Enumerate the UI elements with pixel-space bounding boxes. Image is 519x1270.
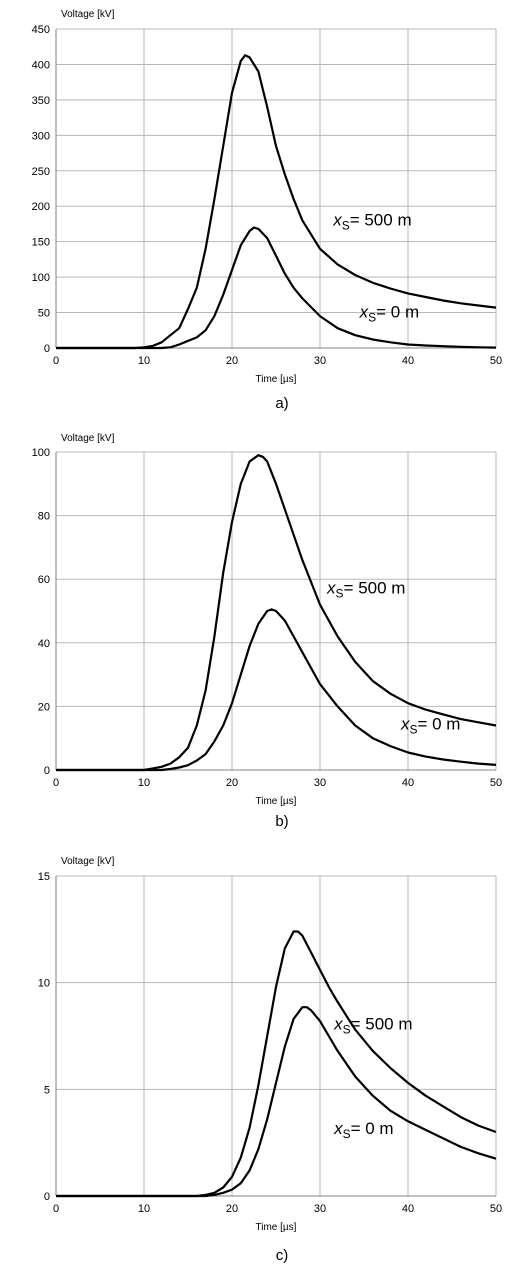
series-label-xs-0m: xS= 0 m — [333, 1119, 394, 1141]
series-label-xs-0m: xS= 0 m — [359, 303, 420, 325]
y-tick-label: 100 — [32, 272, 50, 284]
x-tick-label: 20 — [226, 355, 238, 367]
chart-panel-a: 0 50 100 150 200 250 300 350 400 450 0 10 20 30 40 50 Vo… — [0, 0, 519, 420]
y-tick-label: 20 — [38, 701, 50, 713]
y-tick-label: 350 — [32, 95, 50, 107]
chart-panel-b: 0 20 40 60 80 100 0 10 20 30 40 50 Voltage [kV] Time … — [0, 428, 519, 836]
series-line-xs-0m — [56, 608, 497, 772]
chart-caption: c) — [276, 1247, 289, 1264]
x-tick-label: 30 — [314, 1203, 326, 1215]
x-axis-label: Time [µs] — [256, 796, 297, 807]
chart-caption: a) — [275, 395, 288, 412]
x-tick-label: 10 — [138, 777, 150, 789]
chart-panel-c: 0 5 10 15 0 10 20 30 40 50 Voltage [kV] Time [µs] c)… — [0, 844, 519, 1270]
x-tick-label: 0 — [53, 1203, 59, 1215]
y-tick-label: 5 — [44, 1084, 50, 1096]
y-tick-label: 50 — [38, 308, 50, 320]
y-tick-label: 40 — [38, 638, 50, 650]
y-tick-label: 0 — [44, 1191, 50, 1203]
chart-a-svg: 0 50 100 150 200 250 300 350 400 450 0 10 20 30 40 50 Vo… — [32, 9, 502, 412]
series-label-xs-500m: xS= 500 m — [326, 579, 405, 601]
x-tick-label: 50 — [490, 355, 502, 367]
chart-caption: b) — [275, 813, 288, 830]
x-tick-label: 40 — [402, 355, 414, 367]
x-tick-label: 50 — [490, 1203, 502, 1215]
y-axis-label: Voltage [kV] — [61, 856, 115, 867]
x-tick-label: 10 — [138, 355, 150, 367]
x-tick-label: 40 — [402, 777, 414, 789]
y-tick-label: 10 — [38, 978, 50, 990]
series-line-xs-0m — [56, 1006, 497, 1198]
series-line-xs-0m — [56, 226, 497, 350]
y-tick-label: 150 — [32, 237, 50, 249]
x-tick-label: 20 — [226, 1203, 238, 1215]
y-tick-label: 200 — [32, 201, 50, 213]
x-tick-label: 10 — [138, 1203, 150, 1215]
y-tick-label: 80 — [38, 511, 50, 523]
y-axis-label: Voltage [kV] — [61, 9, 115, 20]
x-tick-label: 0 — [53, 355, 59, 367]
y-tick-label: 250 — [32, 166, 50, 178]
x-tick-label: 40 — [402, 1203, 414, 1215]
x-tick-label: 0 — [53, 777, 59, 789]
chart-b-svg: 0 20 40 60 80 100 0 10 20 30 40 50 Voltage [kV] Time … — [32, 433, 502, 830]
y-tick-label: 100 — [32, 447, 50, 459]
y-tick-label: 0 — [44, 343, 50, 355]
series-label-xs-500m: xS= 500 m — [333, 1015, 412, 1037]
series-line-xs-500m — [56, 930, 497, 1198]
x-axis-label: Time [µs] — [256, 374, 297, 385]
y-tick-label: 300 — [32, 130, 50, 142]
y-axis-label: Voltage [kV] — [61, 433, 115, 444]
chart-c-svg: 0 5 10 15 0 10 20 30 40 50 Voltage [kV] Time [µs] c)… — [38, 856, 502, 1264]
y-tick-label: 15 — [38, 871, 50, 883]
series-label-xs-500m: xS= 500 m — [332, 210, 411, 232]
y-tick-label: 60 — [38, 574, 50, 586]
x-tick-label: 50 — [490, 777, 502, 789]
y-tick-label: 400 — [32, 59, 50, 71]
y-tick-label: 450 — [32, 24, 50, 36]
x-tick-label: 30 — [314, 777, 326, 789]
series-line-xs-500m — [56, 54, 497, 350]
y-tick-label: 0 — [44, 765, 50, 777]
x-tick-label: 30 — [314, 355, 326, 367]
series-label-xs-0m: xS= 0 m — [400, 714, 461, 736]
series-line-xs-500m — [56, 454, 497, 772]
x-axis-label: Time [µs] — [256, 1222, 297, 1233]
x-tick-label: 20 — [226, 777, 238, 789]
